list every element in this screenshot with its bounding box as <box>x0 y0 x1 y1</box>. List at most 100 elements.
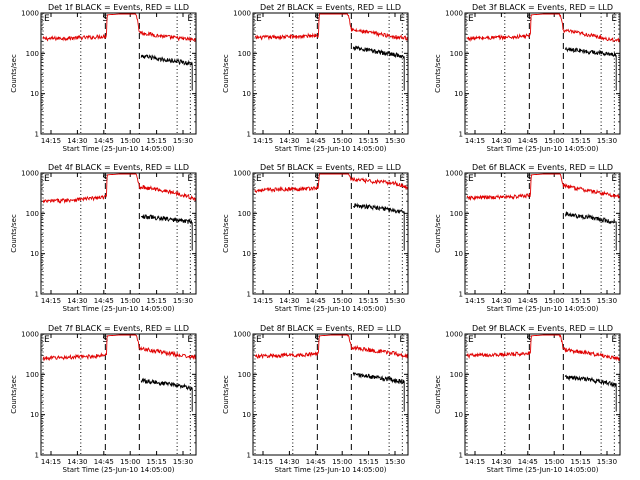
marker-label: E <box>611 14 617 24</box>
marker-label: E <box>399 174 405 184</box>
x-axis-label: Start Time (25-Jun-10 14:05:00) <box>275 466 387 474</box>
panel-8: Det 8f BLACK = Events, RED = LLD 1 10 100 10… <box>222 324 409 474</box>
y-tick-label: 10 <box>454 411 463 419</box>
x-tick-label: 15:00 <box>332 458 352 466</box>
marker-label: S <box>102 14 108 24</box>
panel-title: Det 4f BLACK = Events, RED = LLD <box>48 163 189 172</box>
marker-label: E <box>256 14 262 24</box>
x-axis-label: Start Time (25-Jun-10 14:05:00) <box>63 466 175 474</box>
y-tick-label: 10 <box>242 411 251 419</box>
events-series-line <box>140 54 193 91</box>
x-tick-label: 14:15 <box>41 137 61 145</box>
x-axis-label: Start Time (25-Jun-10 14:05:00) <box>275 145 387 153</box>
y-tick-label: 10 <box>454 90 463 98</box>
y-axis-label: Counts/sec <box>222 54 230 93</box>
x-tick-label: 15:15 <box>571 297 591 305</box>
y-tick-label: 1 <box>35 452 39 460</box>
panel-5: Det 5f BLACK = Events, RED = LLD 1 10 100 10… <box>222 163 409 313</box>
marker-label: E <box>187 335 193 345</box>
y-tick-label: 1000 <box>21 331 39 339</box>
x-tick-label: 14:15 <box>253 297 273 305</box>
lld-series-line <box>254 13 408 41</box>
x-tick-label: 14:30 <box>279 137 299 145</box>
x-tick-label: 15:30 <box>173 137 193 145</box>
x-tick-label: 14:45 <box>306 458 326 466</box>
x-tick-label: 14:45 <box>94 458 114 466</box>
panel-9: Det 9f BLACK = Events, RED = LLD 1 10 100 10… <box>434 324 621 474</box>
events-series-line <box>140 377 193 412</box>
x-tick-label: 15:00 <box>544 137 564 145</box>
y-tick-label: 1 <box>247 131 251 139</box>
marker-label: E <box>468 174 474 184</box>
marker-label: E <box>256 335 262 345</box>
x-tick-label: 14:45 <box>94 137 114 145</box>
x-tick-label: 14:45 <box>518 137 538 145</box>
y-tick-label: 1 <box>459 452 463 460</box>
plot-frame <box>252 172 409 295</box>
marker-label: E <box>44 14 50 24</box>
x-tick-label: 15:15 <box>147 137 167 145</box>
x-tick-label: 14:30 <box>67 297 87 305</box>
panel-7: Det 7f BLACK = Events, RED = LLD 1 10 100 10… <box>10 324 197 474</box>
y-tick-label: 1000 <box>445 170 463 178</box>
events-series-line <box>352 45 405 91</box>
events-series-line <box>352 372 405 412</box>
marker-label: E <box>399 335 405 345</box>
x-tick-label: 15:30 <box>597 297 617 305</box>
x-tick-label: 14:45 <box>518 297 538 305</box>
x-tick-label: 14:30 <box>279 297 299 305</box>
lld-series-line <box>254 334 408 360</box>
marker-label: E <box>44 335 50 345</box>
y-tick-label: 1 <box>35 291 39 299</box>
marker-label: E <box>44 174 50 184</box>
x-axis-label: Start Time (25-Jun-10 14:05:00) <box>63 305 175 313</box>
lld-series-line <box>466 173 620 202</box>
lld-series-line <box>466 334 620 362</box>
x-tick-label: 14:30 <box>67 458 87 466</box>
events-series-line <box>564 211 617 251</box>
marker-label: E <box>611 335 617 345</box>
panel-title: Det 6f BLACK = Events, RED = LLD <box>472 163 613 172</box>
y-tick-label: 100 <box>26 50 39 58</box>
y-tick-label: 1 <box>247 291 251 299</box>
y-axis-label: Counts/sec <box>434 214 442 253</box>
x-tick-label: 14:45 <box>94 297 114 305</box>
marker-label: S <box>314 335 320 345</box>
y-tick-label: 1 <box>247 452 251 460</box>
x-tick-label: 14:15 <box>41 297 61 305</box>
plot-frame <box>252 333 409 456</box>
plot-frame <box>40 172 197 295</box>
x-tick-label: 15:30 <box>173 297 193 305</box>
x-tick-label: 14:30 <box>491 458 511 466</box>
x-axis-label: Start Time (25-Jun-10 14:05:00) <box>487 305 599 313</box>
marker-label: E <box>399 14 405 24</box>
x-tick-label: 15:15 <box>359 297 379 305</box>
x-tick-label: 14:15 <box>465 137 485 145</box>
marker-label: S <box>102 174 108 184</box>
x-tick-label: 14:30 <box>67 137 87 145</box>
plot-frame <box>464 12 621 135</box>
y-tick-label: 1000 <box>233 170 251 178</box>
marker-label: E <box>468 335 474 345</box>
y-tick-label: 1000 <box>233 10 251 18</box>
panel-6: Det 6f BLACK = Events, RED = LLD 1 10 100 10… <box>434 163 621 313</box>
lld-series-line <box>254 173 408 194</box>
y-tick-label: 100 <box>26 210 39 218</box>
x-tick-label: 14:45 <box>306 297 326 305</box>
y-axis-label: Counts/sec <box>222 214 230 253</box>
y-axis-label: Counts/sec <box>434 54 442 93</box>
marker-label: E <box>468 14 474 24</box>
y-tick-label: 1 <box>459 131 463 139</box>
y-tick-label: 10 <box>454 250 463 258</box>
x-tick-label: 15:15 <box>571 458 591 466</box>
y-tick-label: 1000 <box>233 331 251 339</box>
events-series-line <box>140 213 193 251</box>
y-tick-label: 10 <box>242 250 251 258</box>
marker-label: E <box>187 14 193 24</box>
events-series-line <box>564 46 617 91</box>
x-tick-label: 15:00 <box>544 458 564 466</box>
y-axis-label: Counts/sec <box>10 54 18 93</box>
x-tick-label: 14:45 <box>306 137 326 145</box>
panel-3: Det 3f BLACK = Events, RED = LLD 1 10 100 10… <box>434 3 621 153</box>
x-tick-label: 15:15 <box>359 137 379 145</box>
